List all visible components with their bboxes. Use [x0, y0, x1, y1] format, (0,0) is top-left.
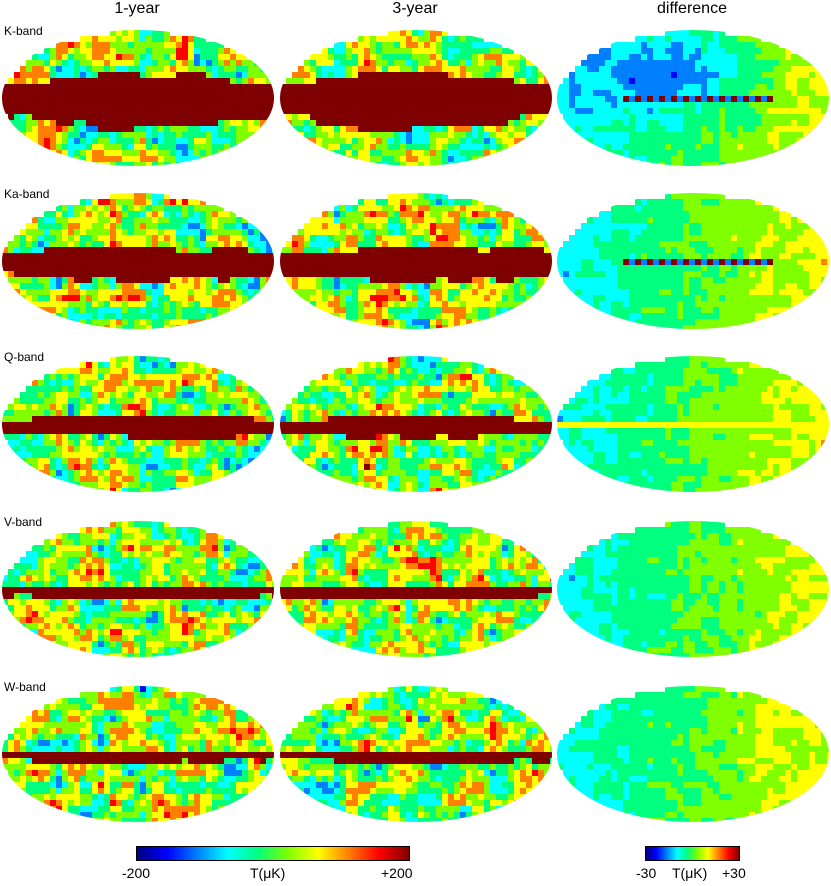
difference-min-label: -30	[636, 865, 657, 881]
column-header-difference: difference	[657, 0, 727, 17]
sky-map-w-band-difference	[557, 686, 829, 822]
sky-map-ka-band-difference	[557, 193, 829, 329]
sky-map-q-band-1-year	[2, 356, 274, 492]
band-label-q: Q-band	[4, 350, 45, 364]
temperature-colorbar	[136, 846, 410, 861]
colorbar-max-label: +200	[381, 865, 413, 881]
difference-colorbar	[645, 846, 740, 861]
band-label-v: V-band	[4, 515, 43, 529]
sky-map-k-band-difference	[557, 30, 829, 166]
sky-map-w-band-1-year	[2, 686, 274, 822]
colorbar-unit-label: T(μK)	[250, 865, 286, 881]
difference-unit-label: T(μK)	[672, 865, 708, 881]
band-label-ka: Ka-band	[4, 187, 50, 201]
sky-map-ka-band-3-year	[280, 193, 552, 329]
sky-map-k-band-1-year	[2, 30, 274, 166]
column-header-3-year: 3-year	[392, 0, 438, 17]
sky-map-v-band-difference	[557, 521, 829, 657]
sky-map-q-band-difference	[557, 356, 829, 492]
sky-map-q-band-3-year	[280, 356, 552, 492]
difference-max-label: +30	[722, 865, 746, 881]
sky-map-k-band-3-year	[280, 30, 552, 166]
sky-map-w-band-3-year	[280, 686, 552, 822]
sky-map-v-band-3-year	[280, 521, 552, 657]
column-header-1-year: 1-year	[114, 0, 160, 17]
sky-map-v-band-1-year	[2, 521, 274, 657]
band-label-k: K-band	[4, 24, 43, 38]
sky-map-ka-band-1-year	[2, 193, 274, 329]
colorbar-min-label: -200	[122, 865, 151, 881]
band-label-w: W-band	[4, 680, 46, 694]
